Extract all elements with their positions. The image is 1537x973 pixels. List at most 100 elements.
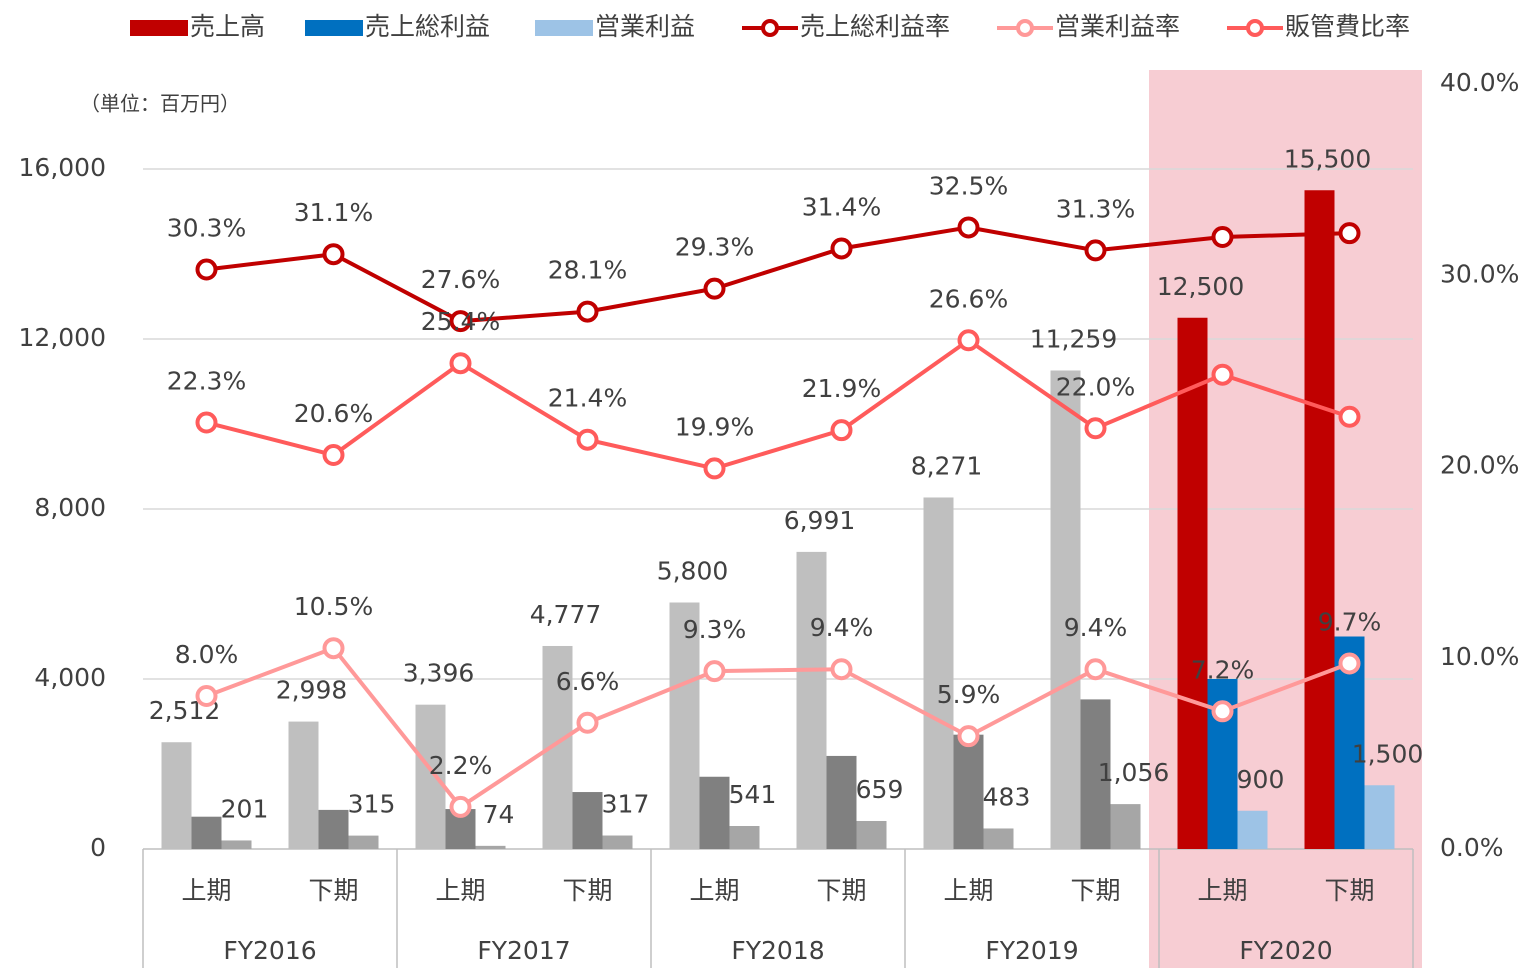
y2-tick-label: 0.0% xyxy=(1440,833,1504,862)
line-value-label: 6.6% xyxy=(556,667,620,696)
bar xyxy=(826,755,857,849)
bar-value-label: 1,056 xyxy=(1098,758,1170,787)
x-tick-label: 下期 xyxy=(816,876,866,905)
line-value-label: 26.6% xyxy=(929,284,1008,313)
legend-swatch xyxy=(1246,19,1264,37)
x-tick-label: 下期 xyxy=(562,876,612,905)
line-series xyxy=(206,225,1350,324)
bar-value-label: 8,271 xyxy=(911,451,983,480)
line-value-label: 9.4% xyxy=(1064,613,1128,642)
legend-swatch xyxy=(305,20,363,36)
line-value-label: 5.9% xyxy=(937,680,1001,709)
line-marker xyxy=(1084,417,1107,440)
bar xyxy=(699,776,730,849)
line-marker xyxy=(957,329,980,352)
line-marker xyxy=(1211,700,1234,723)
y2-tick-label: 40.0% xyxy=(1440,68,1519,97)
bar xyxy=(1237,810,1268,849)
line-value-label: 9.3% xyxy=(683,615,747,644)
x-tick-label: 上期 xyxy=(943,876,993,905)
line-marker xyxy=(195,411,218,434)
line-marker xyxy=(449,310,472,333)
line-marker xyxy=(703,660,726,683)
legend-label: 売上総利益 xyxy=(365,12,490,41)
bar xyxy=(318,809,349,849)
line-value-label: 20.6% xyxy=(294,399,373,428)
line-marker xyxy=(195,685,218,707)
x-tick-label: 上期 xyxy=(1197,876,1247,905)
bar xyxy=(191,816,222,849)
line-marker xyxy=(449,795,472,818)
bar-value-label: 317 xyxy=(602,790,650,819)
bar-value-label: 5,800 xyxy=(657,557,729,586)
bar xyxy=(221,840,252,849)
group-label: FY2018 xyxy=(731,936,824,965)
y-tick-label: 12,000 xyxy=(19,323,106,352)
group-label: FY2020 xyxy=(1239,936,1332,965)
line-marker xyxy=(576,711,599,734)
y2-tick-label: 20.0% xyxy=(1440,451,1519,480)
line-marker xyxy=(576,300,599,323)
y2-tick-label: 30.0% xyxy=(1440,259,1519,288)
x-tick-label: 下期 xyxy=(1070,876,1120,905)
line-value-label: 21.9% xyxy=(802,374,881,403)
bar xyxy=(1110,804,1141,849)
line-marker xyxy=(322,243,345,266)
line-value-label: 32.5% xyxy=(929,171,1008,200)
line-marker xyxy=(1084,239,1107,262)
x-tick-label: 上期 xyxy=(181,876,231,905)
line-marker xyxy=(703,277,726,300)
bar xyxy=(729,826,760,849)
bar-value-label: 3,396 xyxy=(403,659,475,688)
bar xyxy=(953,734,984,849)
bar-value-label: 483 xyxy=(983,782,1031,811)
legend-label: 営業利益 xyxy=(595,12,695,41)
line-value-label: 31.3% xyxy=(1056,194,1135,223)
line-value-label: 10.5% xyxy=(294,592,373,621)
y-tick-label: 16,000 xyxy=(19,153,106,182)
bar-value-label: 11,259 xyxy=(1030,324,1117,353)
legend-swatch xyxy=(1016,19,1034,37)
bar xyxy=(288,721,319,849)
bar-value-label: 201 xyxy=(221,794,269,823)
legend-swatch xyxy=(130,20,188,36)
bar xyxy=(161,742,192,849)
line-marker xyxy=(322,444,345,467)
line-value-label: 19.9% xyxy=(675,412,754,441)
bar-value-label: 74 xyxy=(483,800,515,829)
line-value-label: 2.2% xyxy=(429,751,493,780)
y2-tick-label: 10.0% xyxy=(1440,642,1519,671)
unit-note: （単位：百万円） xyxy=(80,92,240,116)
bar xyxy=(1304,190,1335,849)
line-marker xyxy=(449,352,472,375)
line-value-label: 9.7% xyxy=(1318,607,1382,636)
legend-label: 売上高 xyxy=(190,12,265,41)
legend-label: 営業利益率 xyxy=(1055,12,1180,41)
bar-value-label: 315 xyxy=(348,790,396,819)
legend-label: 売上総利益率 xyxy=(800,12,950,41)
bar-value-label: 1,500 xyxy=(1352,739,1424,768)
bar xyxy=(475,845,506,849)
line-value-label: 22.0% xyxy=(1056,372,1135,401)
group-label: FY2019 xyxy=(985,936,1078,965)
line-marker xyxy=(1211,363,1234,386)
bar xyxy=(572,792,603,849)
line-marker xyxy=(576,428,599,451)
line-value-label: 25.4% xyxy=(421,307,500,336)
line-marker xyxy=(957,216,980,239)
x-tick-label: 上期 xyxy=(689,876,739,905)
bar-value-label: 4,777 xyxy=(530,600,602,629)
bar xyxy=(796,551,827,849)
y-tick-label: 4,000 xyxy=(34,663,106,692)
line-marker xyxy=(1338,405,1361,428)
line-marker xyxy=(1338,222,1361,245)
line-marker xyxy=(195,258,218,281)
bar xyxy=(1050,370,1081,849)
line-value-label: 31.4% xyxy=(802,192,881,221)
bar-value-label: 15,500 xyxy=(1284,144,1371,173)
line-value-label: 22.3% xyxy=(167,367,246,396)
line-marker xyxy=(1211,226,1234,248)
bar-value-label: 659 xyxy=(856,775,904,804)
x-tick-label: 下期 xyxy=(308,876,358,905)
